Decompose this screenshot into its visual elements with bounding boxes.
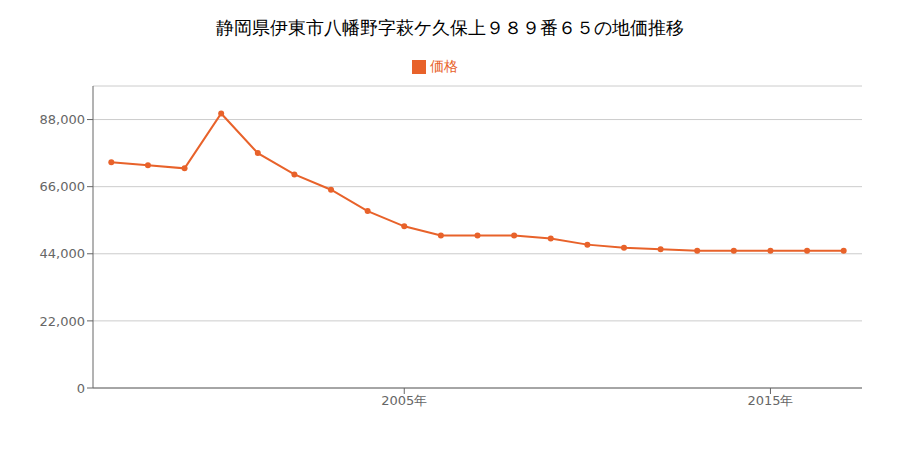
- svg-text:22,000: 22,000: [40, 314, 86, 329]
- svg-text:88,000: 88,000: [40, 112, 86, 127]
- html-text:価格: 価格: [430, 58, 458, 74]
- html-text:静岡県伊東市八幡野字萩ケ久保上９８９番６５の地価推移: 静岡県伊東市八幡野字萩ケ久保上９８９番６５の地価推移: [216, 17, 684, 38]
- svg-text:66,000: 66,000: [40, 179, 86, 194]
- svg-text:2015年: 2015年: [747, 393, 793, 408]
- svg-text:44,000: 44,000: [40, 246, 86, 261]
- svg-text:0: 0: [77, 381, 85, 396]
- svg-text:2005年: 2005年: [381, 393, 427, 408]
